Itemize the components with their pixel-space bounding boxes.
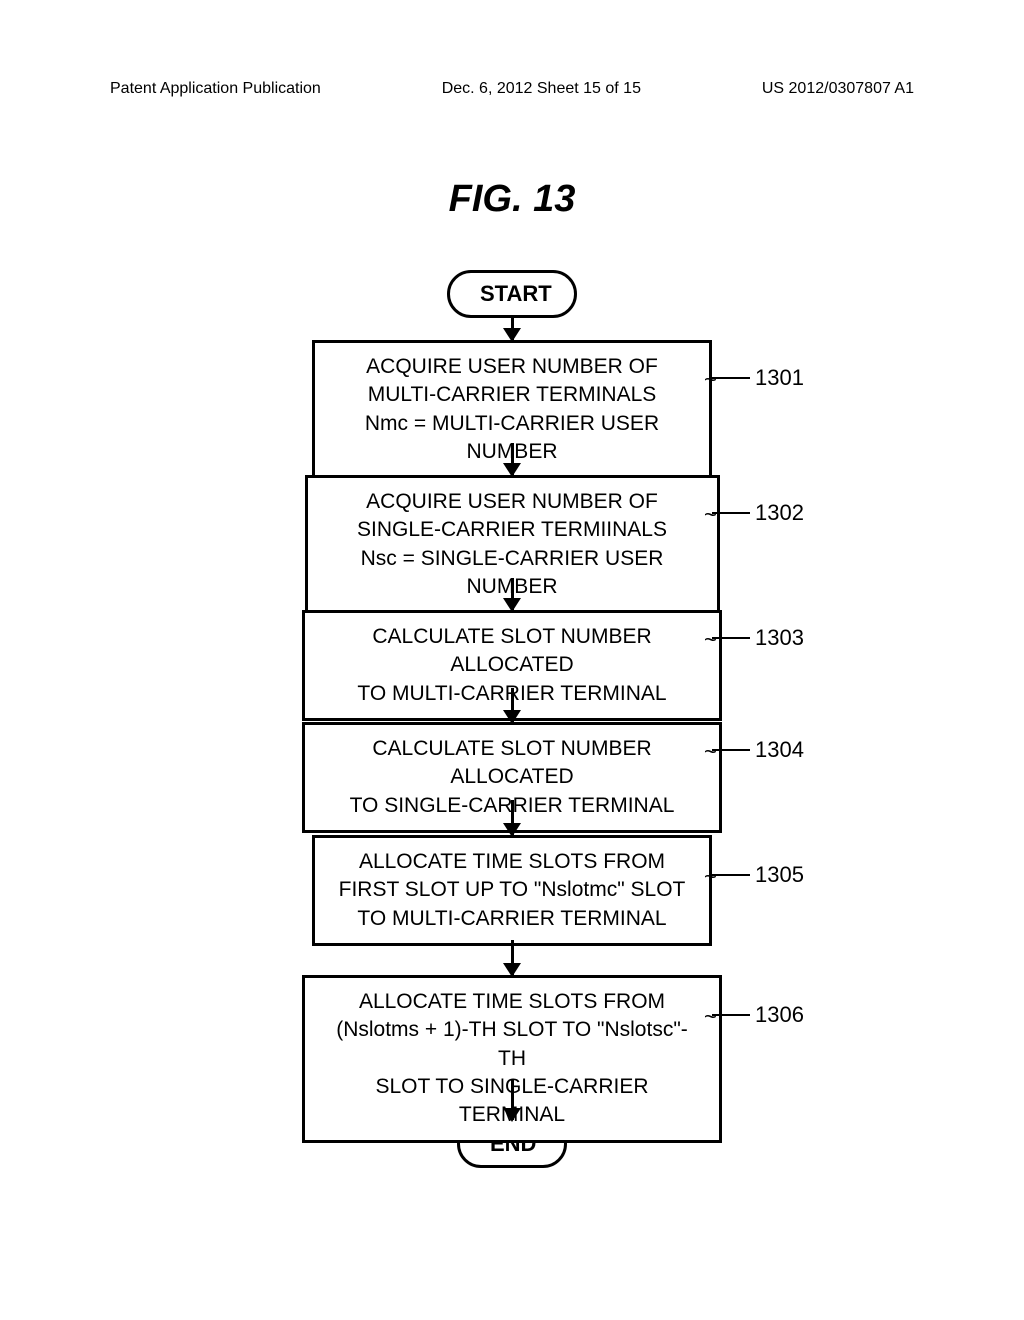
leader-tilde: ~ [704, 367, 717, 393]
box-line: FIRST SLOT UP TO "Nslotmc" SLOT [333, 876, 691, 904]
figure-title: FIG. 13 [0, 178, 1024, 221]
ref-label-1302: 1302 [755, 500, 804, 526]
ref-label-1303: 1303 [755, 625, 804, 651]
ref-label-1305: 1305 [755, 862, 804, 888]
flow-arrow [511, 443, 514, 475]
box-line: (Nslotms + 1)-TH SLOT TO "Nslotsc"-TH [323, 1016, 701, 1073]
box-line: ACQUIRE USER NUMBER OF [333, 353, 691, 381]
flow-arrow [511, 688, 514, 722]
ref-label-1304: 1304 [755, 737, 804, 763]
box-line: ALLOCATE TIME SLOTS FROM [333, 848, 691, 876]
leader-tilde: ~ [704, 739, 717, 765]
box-line: ALLOCATE TIME SLOTS FROM [323, 988, 701, 1016]
leader-tilde: ~ [704, 627, 717, 653]
flow-arrow [511, 578, 514, 610]
header-date-sheet: Dec. 6, 2012 Sheet 15 of 15 [442, 80, 641, 98]
flow-arrow [511, 1080, 514, 1120]
box-line: ACQUIRE USER NUMBER OF [326, 488, 699, 516]
leader-line [712, 512, 750, 514]
leader-line [712, 377, 750, 379]
flow-arrow [511, 800, 514, 835]
leader-line [712, 874, 750, 876]
box-line: CALCULATE SLOT NUMBER ALLOCATED [323, 623, 701, 680]
box-line: MULTI-CARRIER TERMINALS [333, 381, 691, 409]
terminator-start: START [447, 270, 577, 318]
leader-tilde: ~ [704, 864, 717, 890]
leader-tilde: ~ [704, 502, 717, 528]
header-pub: Patent Application Publication [110, 80, 321, 98]
flow-arrow [511, 940, 514, 975]
leader-line [712, 749, 750, 751]
ref-label-1306: 1306 [755, 1002, 804, 1028]
ref-label-1301: 1301 [755, 365, 804, 391]
leader-line [712, 1014, 750, 1016]
page-header: Patent Application Publication Dec. 6, 2… [0, 80, 1024, 98]
box-line: CALCULATE SLOT NUMBER ALLOCATED [323, 735, 701, 792]
leader-tilde: ~ [704, 1004, 717, 1030]
process-box-1305: ALLOCATE TIME SLOTS FROMFIRST SLOT UP TO… [312, 835, 712, 946]
header-docnum: US 2012/0307807 A1 [762, 80, 914, 98]
flow-arrow [511, 318, 514, 340]
box-line: TO MULTI-CARRIER TERMINAL [333, 905, 691, 933]
leader-line [712, 637, 750, 639]
box-line: SINGLE-CARRIER TERMIINALS [326, 516, 699, 544]
